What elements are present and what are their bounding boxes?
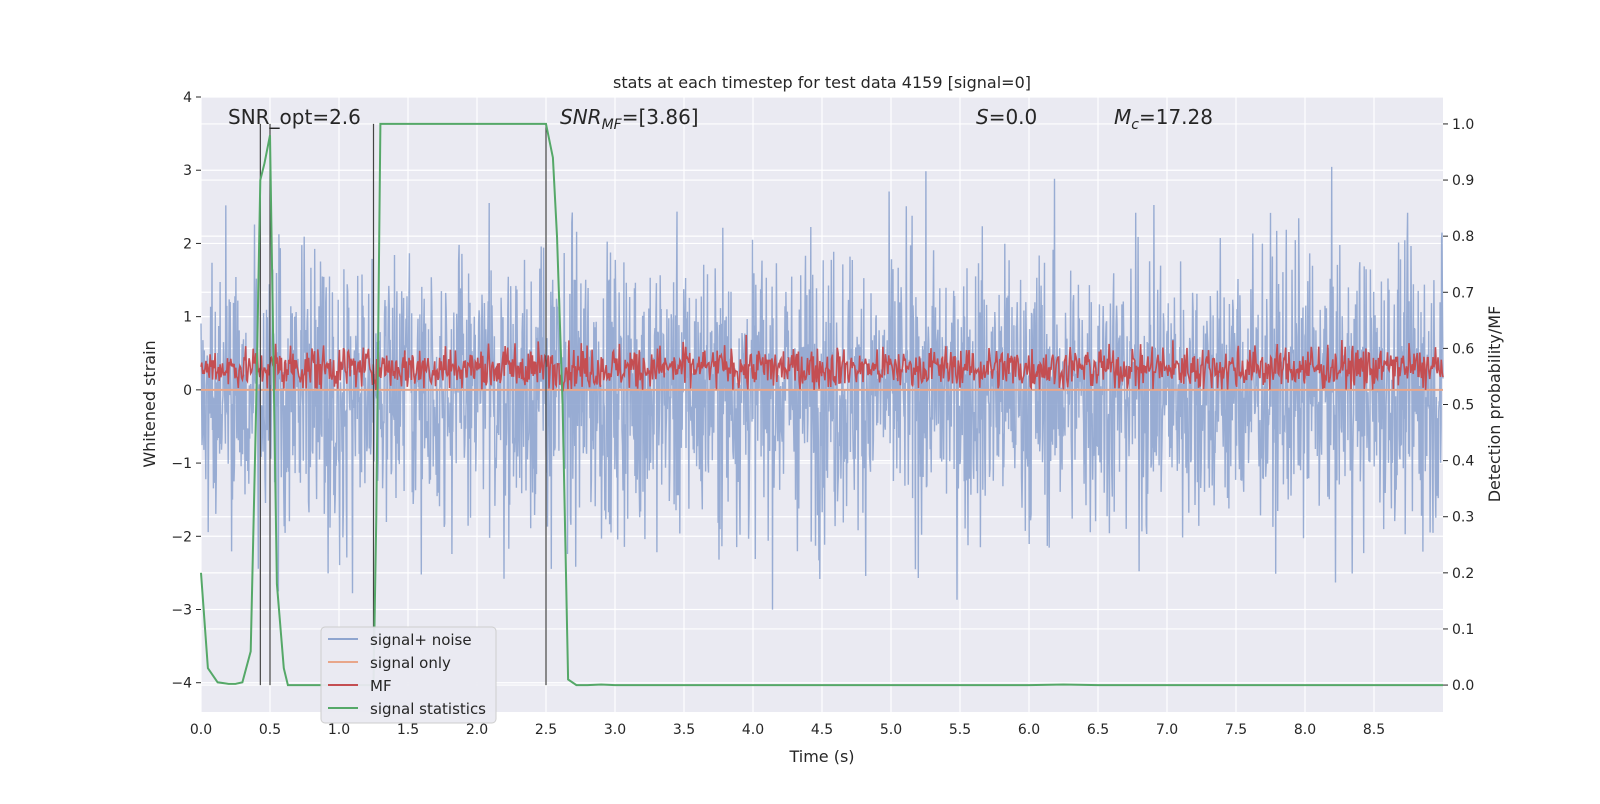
- x-tick-label: 3.0: [604, 722, 626, 738]
- line-mf: [200, 334, 1444, 392]
- x-tick-label: 8.0: [1294, 722, 1316, 738]
- legend-label-signal-noise: signal+ noise: [370, 631, 472, 649]
- y-tick-label: 3: [183, 163, 192, 179]
- x-axis-label: Time (s): [788, 747, 854, 766]
- y2-tick-label: 0.8: [1452, 229, 1474, 245]
- x-tick-label: 7.5: [1225, 722, 1247, 738]
- x-tick-label: 7.0: [1156, 722, 1178, 738]
- x-tick-label: 4.0: [742, 722, 764, 738]
- y-tick-label: −2: [171, 529, 192, 545]
- x-tick-label: 1.5: [397, 722, 419, 738]
- x-tick-label: 2.0: [466, 722, 488, 738]
- annotation-snr-mf-main: SNR: [560, 105, 602, 129]
- annotation-s: S=0.0: [976, 105, 1037, 129]
- y2-tick-label: 0.6: [1452, 341, 1474, 357]
- x-tick-label: 4.5: [811, 722, 833, 738]
- y2-tick-label: 0.0: [1452, 678, 1474, 694]
- x-tick-label: 3.5: [673, 722, 695, 738]
- y-axis-label: Whitened strain: [140, 340, 159, 467]
- line-signal-statistics: [200, 122, 1443, 687]
- x-tick-label: 5.5: [949, 722, 971, 738]
- annotation-snr-mf-sub: MF: [602, 117, 623, 133]
- y-tick-label: 1: [183, 310, 192, 326]
- annotation-mc-sub: c: [1131, 117, 1139, 133]
- annotation-mc: Mc=17.28: [1114, 105, 1213, 133]
- annotation-snr-opt: SNR_opt=2.6: [228, 105, 361, 129]
- chart-title: stats at each timestep for test data 415…: [613, 73, 1031, 92]
- annotation-mc-value: =17.28: [1139, 105, 1213, 129]
- annotation-snr-mf: SNRMF=[3.86]: [560, 105, 699, 133]
- y-tick-label: 2: [183, 236, 192, 252]
- x-axis-ticks: 0.0 0.5 1.0 1.5 2.0 2.5 3.0 3.5 4.0 4.5 5.0 5.5 6.0 6…: [190, 722, 1385, 738]
- x-tick-label: 2.5: [535, 722, 557, 738]
- y2-tick-label: 0.3: [1452, 510, 1474, 526]
- y-tick-label: −3: [171, 603, 192, 619]
- series-mf: [200, 334, 1444, 392]
- x-tick-label: 0.0: [190, 722, 212, 738]
- y2-tick-label: 0.1: [1452, 622, 1474, 638]
- legend: signal+ noise signal only MF signal stat…: [320, 626, 497, 724]
- x-tick-label: 1.0: [328, 722, 350, 738]
- legend-label-mf: MF: [370, 677, 392, 695]
- annotation-s-value: =0.0: [989, 105, 1038, 129]
- y2-tick-label: 0.5: [1452, 398, 1474, 414]
- series-signal-statistics: [200, 122, 1443, 687]
- series-signal-noise: [200, 166, 1444, 610]
- y2-tick-label: 0.9: [1452, 173, 1474, 189]
- x-tick-label: 8.5: [1363, 722, 1385, 738]
- y2-tick-label: 0.7: [1452, 285, 1474, 301]
- x-tick-label: 6.5: [1087, 722, 1109, 738]
- y2-tick-label: 1.0: [1452, 117, 1474, 133]
- y2-tick-label: 0.2: [1452, 566, 1474, 582]
- y-tick-label: −1: [171, 456, 192, 472]
- x-tick-label: 5.0: [880, 722, 902, 738]
- annotation-mc-main: M: [1114, 105, 1131, 129]
- y-tick-label: 4: [183, 90, 192, 106]
- x-tick-label: 0.5: [259, 722, 281, 738]
- y-tick-label: 0: [183, 383, 192, 399]
- y2-tick-label: 0.4: [1452, 454, 1474, 470]
- y2-axis-label: Detection probability/MF: [1485, 306, 1504, 503]
- annotation-s-main: S: [976, 105, 989, 129]
- annotation-snr-mf-value: =[3.86]: [622, 105, 699, 129]
- legend-box: [320, 626, 497, 724]
- y-axis-ticks: 4 3 2 1 0 −1 −2 −3 −4: [171, 90, 201, 692]
- vertical-markers: [259, 123, 547, 686]
- y-tick-label: −4: [171, 676, 192, 692]
- x-tick-label: 6.0: [1018, 722, 1040, 738]
- y2-axis-ticks: 1.0 0.9 0.8 0.7 0.6 0.5 0.4 0.3 0.2 0.1 0.0: [1443, 117, 1474, 694]
- legend-label-signal-statistics: signal statistics: [370, 700, 486, 718]
- legend-label-signal-only: signal only: [370, 654, 451, 672]
- line-signal-noise: [200, 166, 1444, 610]
